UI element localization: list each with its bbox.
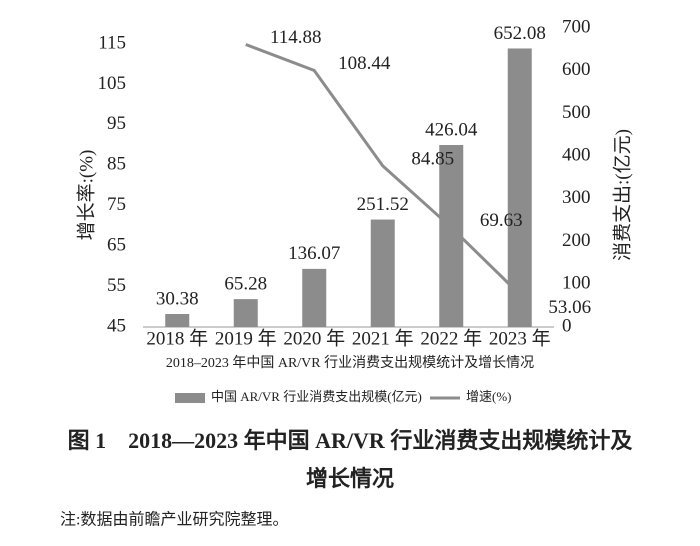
y-tick-label: 55 bbox=[107, 275, 126, 296]
caption: 增长情况 bbox=[306, 466, 394, 491]
y2-tick-label: 0 bbox=[562, 315, 572, 336]
data-label: 114.88 bbox=[270, 27, 322, 48]
bar bbox=[165, 314, 190, 327]
data-label: 652.08 bbox=[494, 23, 546, 44]
bar bbox=[370, 219, 395, 327]
y2-tick-label: 400 bbox=[562, 145, 591, 166]
data-label: 84.85 bbox=[411, 148, 454, 169]
bar bbox=[507, 48, 532, 327]
legend-label: 增速(%) bbox=[466, 389, 512, 404]
data-label: 251.52 bbox=[357, 194, 409, 215]
x-axis-label: 2018–2023 年中国 AR/VR 行业消费支出规模统计及增长情况 bbox=[166, 355, 534, 371]
y2-tick-label: 300 bbox=[562, 187, 591, 208]
x-tick-label: 2018 年 bbox=[146, 327, 208, 349]
y2-tick-label: 700 bbox=[562, 16, 591, 37]
y-tick-label: 95 bbox=[107, 113, 126, 134]
data-label: 69.63 bbox=[480, 210, 523, 231]
y-tick-label: 115 bbox=[98, 32, 126, 53]
data-label: 65.28 bbox=[224, 273, 267, 294]
x-tick-label: 2022 年 bbox=[420, 327, 482, 349]
y-axis-label: 增长率:(%) bbox=[75, 150, 97, 241]
x-tick-label: 2021 年 bbox=[352, 327, 414, 349]
note: 注:数据由前瞻产业研究院整理。 bbox=[60, 511, 288, 529]
y-tick-label: 45 bbox=[107, 315, 126, 336]
y2-tick-label: 200 bbox=[562, 230, 591, 251]
data-label: 426.04 bbox=[425, 119, 478, 140]
line bbox=[245, 43, 521, 296]
y-tick-label: 105 bbox=[98, 73, 127, 94]
x-tick-label: 2019 年 bbox=[215, 327, 277, 349]
x-tick-label: 2023 年 bbox=[489, 327, 551, 349]
y-tick-label: 65 bbox=[107, 235, 126, 256]
data-label: 136.07 bbox=[288, 243, 340, 264]
y2-tick-label: 600 bbox=[562, 59, 591, 80]
y2-tick-label: 500 bbox=[562, 102, 591, 123]
bar bbox=[302, 268, 327, 327]
legend-label: 中国 AR/VR 行业消费支出规模(亿元) bbox=[211, 389, 422, 404]
data-label: 108.44 bbox=[338, 53, 391, 74]
x-tick-label: 2020 年 bbox=[283, 327, 345, 349]
y2-axis-label: 消费支出:(亿元) bbox=[611, 129, 633, 261]
data-label: 30.38 bbox=[156, 288, 199, 309]
legend-swatch bbox=[175, 393, 205, 403]
bar bbox=[233, 299, 258, 327]
data-label: 53.06 bbox=[548, 297, 591, 318]
y2-tick-label: 100 bbox=[562, 273, 591, 294]
y-tick-label: 75 bbox=[107, 194, 126, 215]
caption: 图 1 2018—2023 年中国 AR/VR 行业消费支出规模统计及 bbox=[68, 428, 634, 453]
y-tick-label: 85 bbox=[107, 154, 126, 175]
